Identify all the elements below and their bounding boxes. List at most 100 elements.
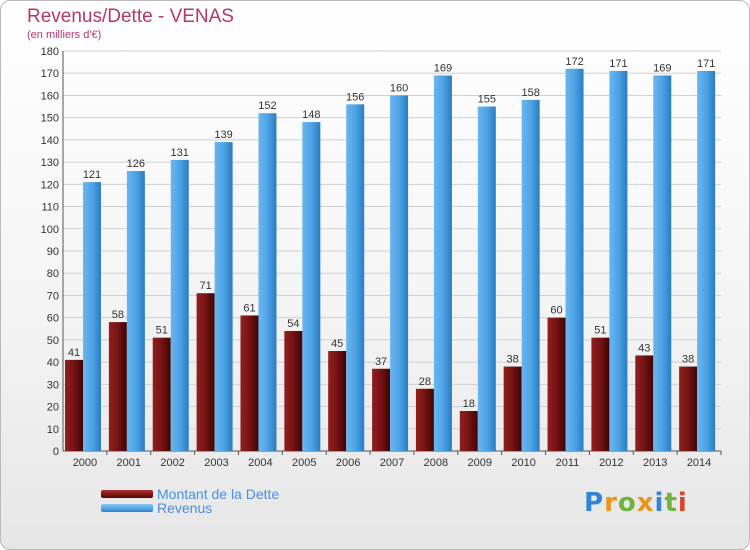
bar-debt (108, 322, 127, 451)
data-label-debt: 43 (638, 342, 650, 354)
bar-debt (679, 366, 698, 451)
data-label-debt: 38 (507, 354, 519, 366)
bar-debt (372, 368, 391, 451)
bar-revenue (565, 68, 584, 452)
legend-item-revenue: Revenus (101, 500, 279, 516)
bar-revenue (609, 71, 628, 451)
data-label-revenue: 171 (609, 58, 627, 70)
bar-revenue (170, 159, 189, 451)
data-label-debt: 51 (156, 325, 168, 337)
y-tick-label: 120 (41, 179, 59, 191)
y-tick-label: 70 (47, 290, 59, 302)
bar-debt (415, 388, 434, 451)
x-tick-label: 2000 (73, 457, 97, 469)
data-label-revenue: 155 (478, 94, 496, 106)
bar-debt (196, 293, 215, 451)
chart-legend: Montant de la Dette Revenus (101, 486, 280, 516)
logo-letter: i (654, 488, 665, 518)
legend-swatch-debt (101, 490, 153, 498)
legend-label-revenue: Revenus (157, 500, 213, 516)
logo-letter: o (617, 488, 637, 518)
chart-subtitle: (en milliers d'€) (27, 29, 102, 41)
x-tick-label: 2013 (643, 457, 667, 469)
bar-revenue (477, 106, 496, 452)
y-tick-label: 20 (47, 402, 59, 414)
data-label-revenue: 126 (127, 158, 145, 170)
bar-revenue (697, 71, 716, 451)
bar-debt (547, 317, 566, 451)
x-tick-label: 2001 (117, 457, 141, 469)
bar-debt (328, 351, 347, 451)
y-tick-label: 180 (41, 46, 59, 58)
bar-debt (152, 337, 171, 451)
data-label-debt: 61 (243, 302, 255, 314)
x-tick-label: 2010 (511, 457, 535, 469)
bar-debt (635, 355, 654, 451)
y-tick-label: 160 (41, 90, 59, 102)
data-label-revenue: 156 (346, 91, 364, 103)
bar-revenue (433, 75, 452, 451)
logo-letter: x (636, 488, 655, 518)
bar-debt (284, 331, 303, 451)
x-tick-label: 2006 (336, 457, 360, 469)
bar-revenue (214, 142, 233, 451)
y-tick-label: 10 (47, 424, 59, 436)
data-label-debt: 51 (594, 325, 606, 337)
data-label-revenue: 121 (83, 169, 101, 181)
x-tick-label: 2005 (292, 457, 316, 469)
x-tick-label: 2014 (687, 457, 711, 469)
bar-debt (65, 359, 83, 451)
y-tick-label: 50 (47, 335, 59, 347)
y-tick-label: 110 (41, 202, 59, 214)
x-tick-label: 2009 (467, 457, 491, 469)
logo-letter: P (584, 488, 605, 518)
data-label-revenue: 169 (434, 62, 452, 74)
y-tick-label: 130 (41, 157, 59, 169)
data-label-revenue: 139 (214, 129, 232, 141)
logo-letter: t (664, 488, 678, 518)
data-label-debt: 71 (199, 280, 211, 292)
bar-revenue (126, 171, 145, 451)
bar-debt (240, 315, 259, 451)
y-tick-label: 100 (41, 224, 59, 236)
bar-revenue (653, 75, 672, 451)
data-label-debt: 28 (419, 376, 431, 388)
data-label-debt: 54 (287, 318, 299, 330)
x-tick-label: 2004 (248, 457, 272, 469)
x-tick-label: 2008 (424, 457, 448, 469)
bar-debt (459, 411, 478, 451)
x-tick-label: 2003 (204, 457, 228, 469)
legend-item-debt: Montant de la Dette (101, 486, 280, 502)
bar-revenue (83, 182, 101, 451)
y-tick-label: 170 (41, 68, 59, 80)
bar-revenue (302, 122, 321, 451)
data-label-revenue: 152 (258, 100, 276, 112)
x-tick-label: 2002 (160, 457, 184, 469)
bar-revenue (258, 113, 277, 451)
y-tick-label: 140 (41, 135, 59, 147)
legend-swatch-revenue (101, 504, 153, 512)
y-tick-label: 40 (47, 357, 59, 369)
legend-label-debt: Montant de la Dette (157, 486, 280, 502)
x-tick-label: 2007 (380, 457, 404, 469)
chart-title: Revenus/Dette - VENAS (27, 6, 234, 27)
data-label-debt: 41 (68, 347, 80, 359)
data-label-debt: 38 (682, 354, 694, 366)
y-tick-label: 90 (47, 246, 59, 258)
bar-revenue (521, 99, 540, 451)
data-label-revenue: 131 (171, 147, 189, 159)
y-tick-label: 150 (41, 113, 59, 125)
logo-letter: r (604, 488, 618, 518)
data-label-revenue: 148 (302, 109, 320, 121)
bar-revenue (346, 104, 365, 451)
data-label-debt: 37 (375, 356, 387, 368)
logo-letter: i (677, 488, 688, 518)
data-label-revenue: 158 (521, 87, 539, 99)
y-tick-label: 0 (53, 446, 59, 458)
data-label-revenue: 172 (565, 56, 583, 68)
x-tick-label: 2011 (556, 457, 580, 469)
proxiti-logo: Proxiti (584, 488, 688, 518)
data-label-debt: 60 (550, 305, 562, 317)
